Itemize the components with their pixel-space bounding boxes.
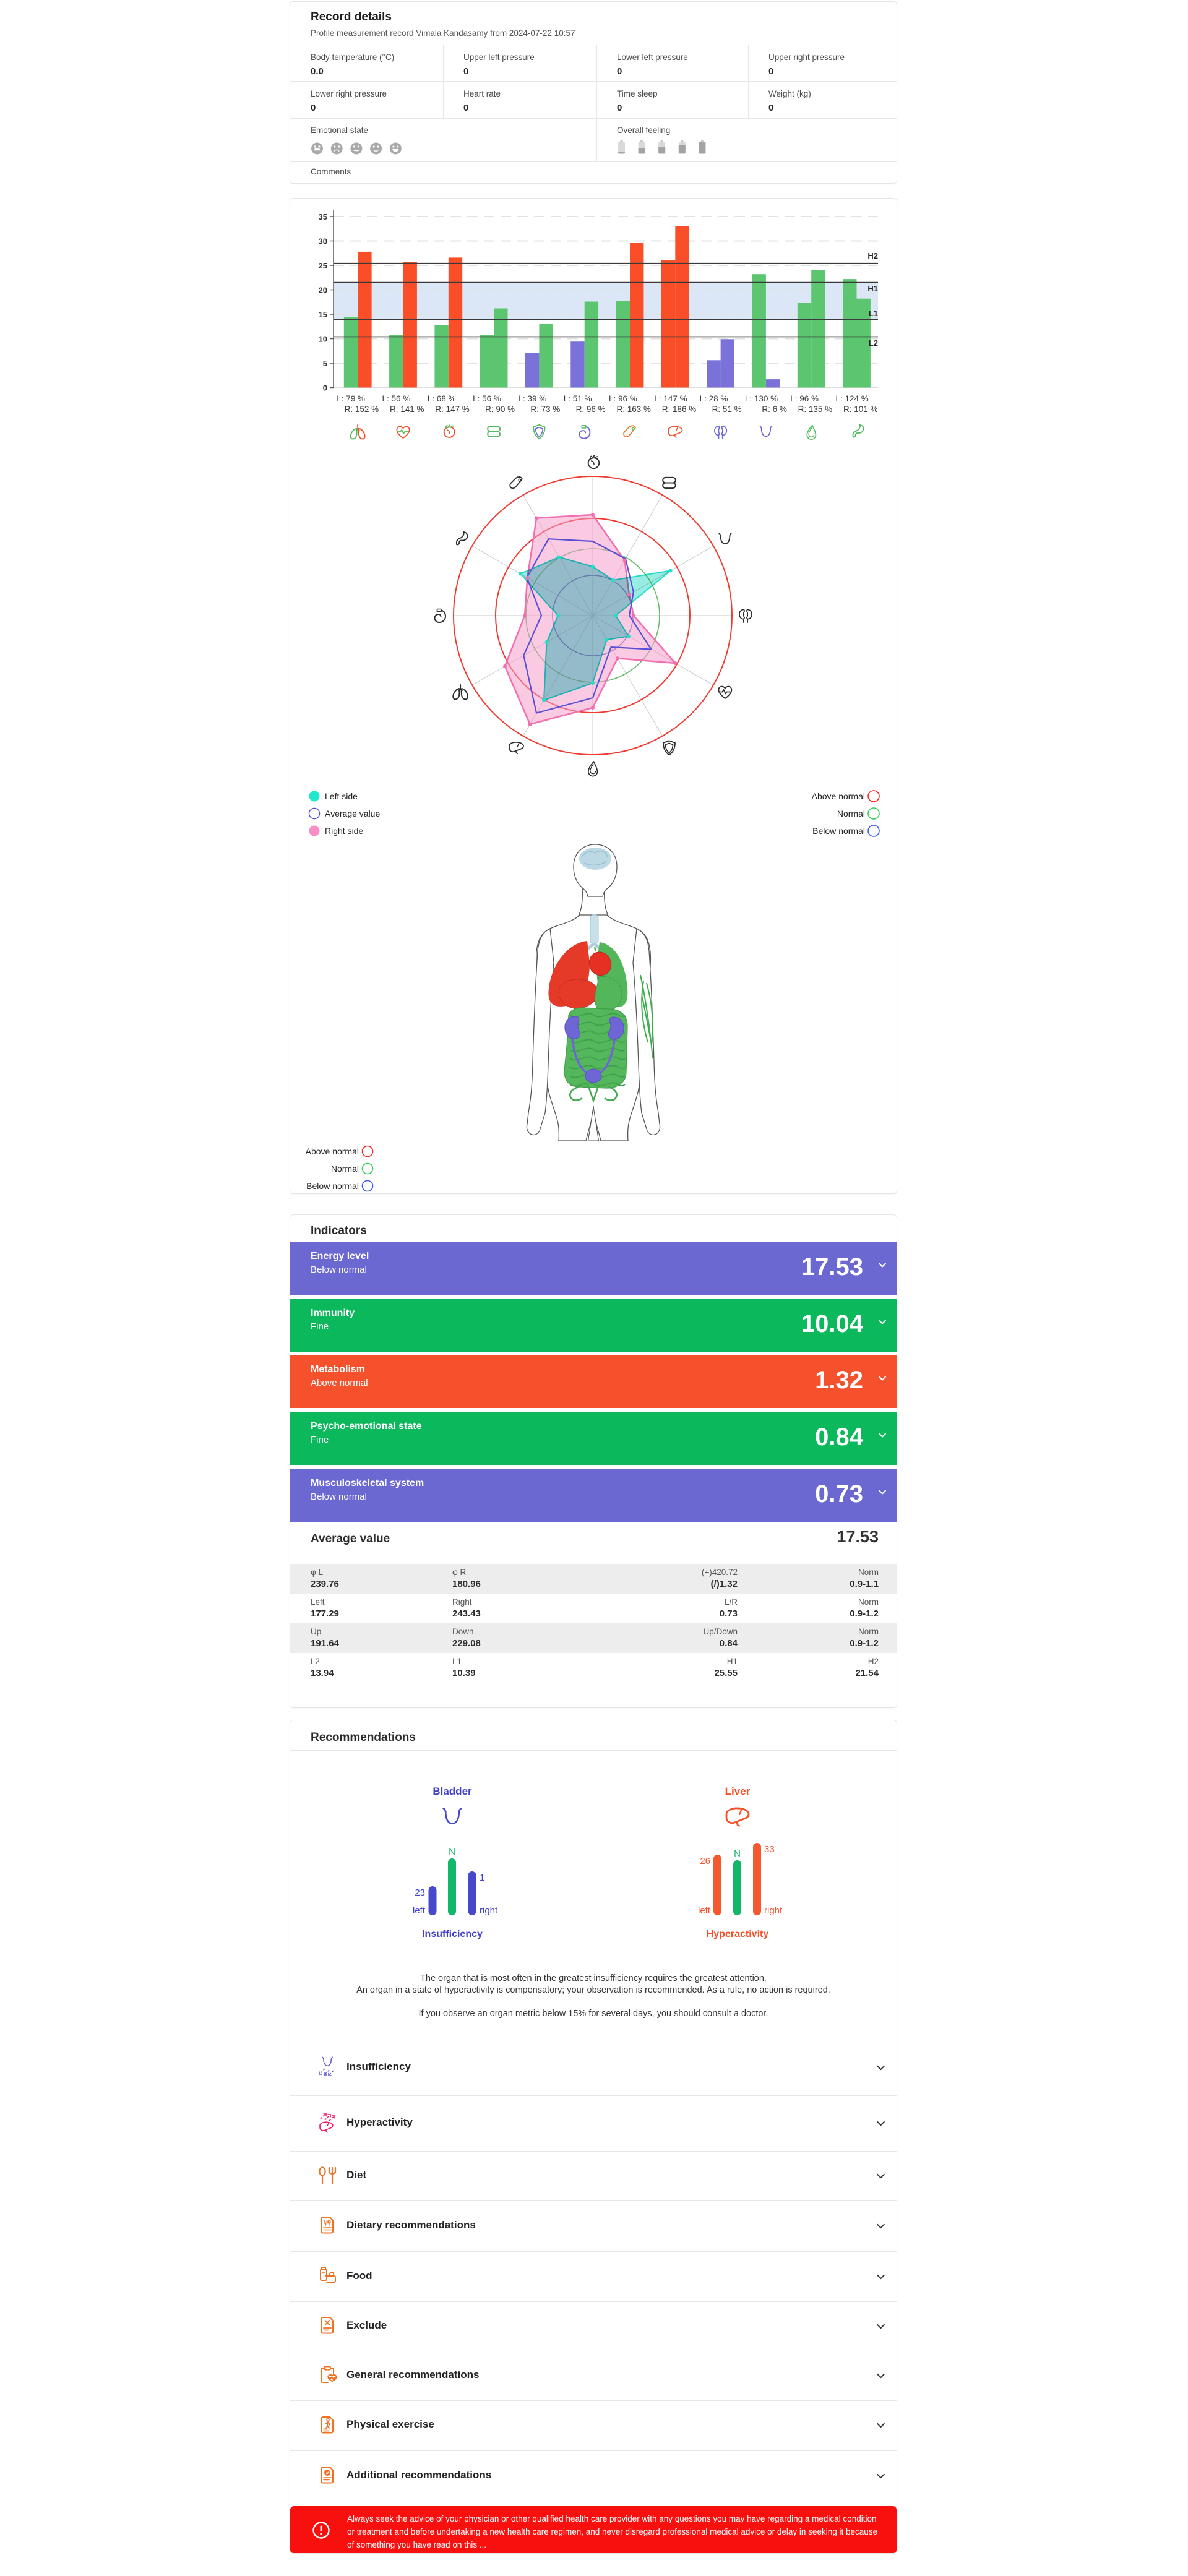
svg-text:L: 28 %: L: 28 % — [700, 394, 728, 403]
svg-text:R: 51 %: R: 51 % — [712, 405, 742, 414]
svg-text:R: 147 %: R: 147 % — [435, 405, 470, 414]
svg-text:L2: L2 — [869, 338, 878, 348]
svg-text:Normal: Normal — [331, 1164, 359, 1174]
svg-text:1: 1 — [480, 1873, 484, 1883]
svg-text:30: 30 — [319, 237, 327, 246]
svg-text:N: N — [734, 1848, 741, 1859]
svg-text:H2: H2 — [867, 251, 878, 260]
svg-text:R: 141 %: R: 141 % — [390, 405, 424, 414]
svg-text:R: 186 %: R: 186 % — [662, 405, 697, 414]
svg-text:R: 90 %: R: 90 % — [485, 405, 515, 414]
svg-text:15: 15 — [319, 310, 327, 319]
svg-text:N: N — [449, 1847, 455, 1857]
svg-text:L: 124 %: L: 124 % — [836, 394, 869, 403]
svg-text:Below normal: Below normal — [812, 826, 865, 836]
svg-text:R: 6 %: R: 6 % — [762, 405, 787, 414]
svg-text:H1: H1 — [867, 284, 878, 293]
svg-text:R: 96 %: R: 96 % — [576, 405, 606, 414]
svg-text:right: right — [764, 1905, 783, 1916]
svg-text:L: 39 %: L: 39 % — [518, 394, 546, 403]
svg-text:Left side: Left side — [325, 791, 358, 801]
svg-text:R: 135 %: R: 135 % — [798, 405, 833, 414]
svg-text:L: 96 %: L: 96 % — [609, 394, 637, 403]
svg-text:35: 35 — [319, 212, 327, 221]
svg-text:Above normal: Above normal — [306, 1146, 359, 1156]
svg-text:20: 20 — [319, 286, 327, 295]
svg-text:Right side: Right side — [325, 826, 363, 836]
svg-text:L: 56 %: L: 56 % — [473, 394, 501, 403]
svg-text:Hyperactivity: Hyperactivity — [707, 1929, 769, 1939]
svg-text:Bladder: Bladder — [433, 1785, 472, 1797]
svg-text:L1: L1 — [869, 309, 878, 318]
svg-text:26: 26 — [700, 1856, 710, 1866]
svg-text:0: 0 — [323, 384, 327, 393]
svg-text:Below normal: Below normal — [306, 1181, 359, 1191]
svg-text:L: 147 %: L: 147 % — [654, 394, 687, 403]
svg-text:R: 73 %: R: 73 % — [530, 405, 560, 414]
svg-text:left: left — [698, 1905, 711, 1916]
svg-text:right: right — [480, 1905, 498, 1916]
svg-text:Average value: Average value — [325, 809, 380, 818]
svg-text:Normal: Normal — [837, 809, 865, 818]
svg-text:Liver: Liver — [725, 1785, 751, 1797]
svg-text:L: 96 %: L: 96 % — [790, 394, 819, 403]
svg-text:5: 5 — [323, 359, 327, 368]
svg-text:L: 130 %: L: 130 % — [745, 394, 778, 403]
svg-text:left: left — [413, 1905, 426, 1916]
svg-text:L: 79 %: L: 79 % — [337, 394, 365, 403]
svg-text:L: 51 %: L: 51 % — [564, 394, 592, 403]
svg-text:R: 152 %: R: 152 % — [345, 405, 379, 414]
svg-text:R: 101 %: R: 101 % — [843, 405, 878, 414]
svg-text:L: 56 %: L: 56 % — [382, 394, 411, 403]
svg-text:Insufficiency: Insufficiency — [422, 1929, 483, 1939]
svg-text:L: 68 %: L: 68 % — [428, 394, 456, 403]
svg-text:R: 163 %: R: 163 % — [616, 405, 651, 414]
svg-text:Above normal: Above normal — [812, 791, 865, 801]
svg-text:25: 25 — [319, 261, 327, 270]
svg-text:33: 33 — [764, 1844, 775, 1855]
svg-text:23: 23 — [415, 1887, 425, 1898]
svg-text:10: 10 — [319, 335, 327, 344]
